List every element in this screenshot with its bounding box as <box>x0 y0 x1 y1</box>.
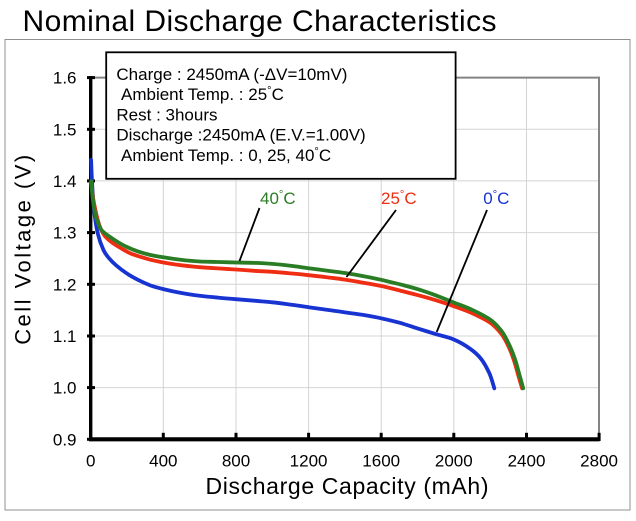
svg-text:25°C: 25°C <box>381 189 417 208</box>
svg-text:1.1: 1.1 <box>53 327 77 346</box>
svg-text:Charge : 2450mA (-ΔV=10mV): Charge : 2450mA (-ΔV=10mV) <box>116 65 347 84</box>
svg-text:Discharge Capacity (mAh): Discharge Capacity (mAh) <box>206 473 489 499</box>
svg-text:Rest : 3hours: Rest : 3hours <box>116 105 217 124</box>
svg-text:0°C: 0°C <box>483 189 509 208</box>
svg-text:2000: 2000 <box>435 452 473 471</box>
svg-text:1.2: 1.2 <box>53 275 77 294</box>
svg-text:400: 400 <box>149 452 177 471</box>
svg-text:1.3: 1.3 <box>53 224 77 243</box>
svg-text:Cell Voltage (V): Cell Voltage (V) <box>11 155 36 345</box>
svg-text:0.9: 0.9 <box>53 430 77 449</box>
svg-text:1600: 1600 <box>362 452 400 471</box>
svg-text:1.5: 1.5 <box>53 120 77 139</box>
svg-text:Discharge :2450mA (E.V.=1.00V): Discharge :2450mA (E.V.=1.00V) <box>116 126 365 145</box>
svg-text:1.6: 1.6 <box>53 69 77 88</box>
svg-text:2800: 2800 <box>580 452 618 471</box>
svg-text:40°C: 40°C <box>260 189 296 208</box>
svg-text:Ambient Temp. : 25°C: Ambient Temp. : 25°C <box>121 85 284 104</box>
svg-text:Nominal Discharge Characterist: Nominal Discharge Characteristics <box>23 5 497 38</box>
svg-text:1200: 1200 <box>290 452 328 471</box>
svg-text:0: 0 <box>86 452 95 471</box>
svg-text:Ambient Temp. : 0, 25, 40°C: Ambient Temp. : 0, 25, 40°C <box>121 146 331 165</box>
svg-text:2400: 2400 <box>508 452 546 471</box>
svg-text:1.4: 1.4 <box>53 172 77 191</box>
svg-text:1.0: 1.0 <box>53 379 77 398</box>
svg-text:800: 800 <box>222 452 250 471</box>
